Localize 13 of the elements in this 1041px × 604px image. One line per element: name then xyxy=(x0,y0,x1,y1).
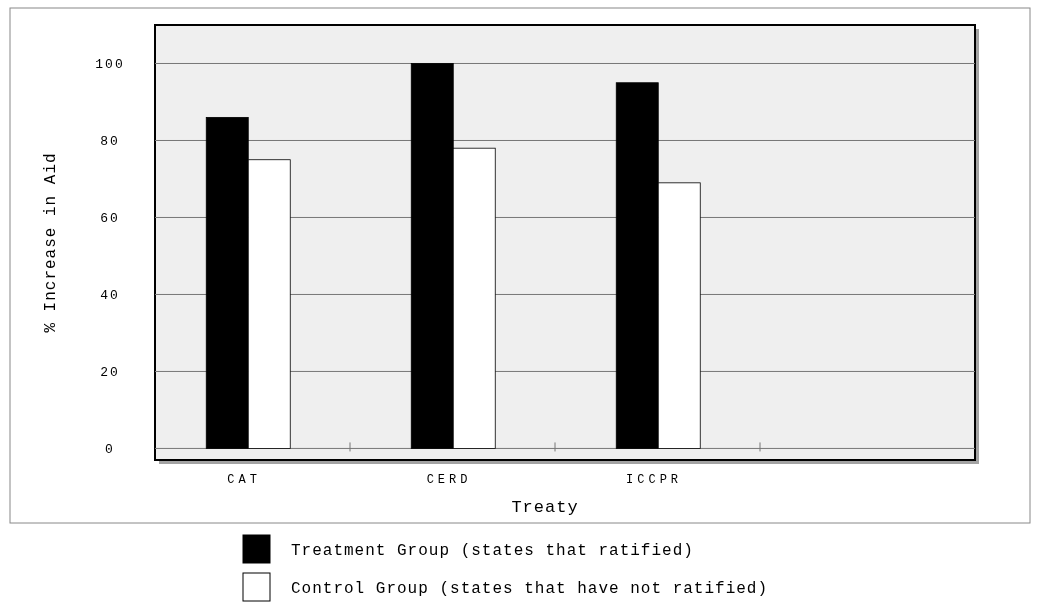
y-tick-label: 60 xyxy=(100,211,120,227)
y-axis-title: % Increase in Aid xyxy=(42,152,60,333)
x-tick-label: CAT xyxy=(227,473,261,487)
y-tick-label: 20 xyxy=(100,365,120,381)
legend-label: Treatment Group (states that ratified) xyxy=(291,542,694,560)
y-tick-label: 40 xyxy=(100,288,120,304)
y-tick-label: 80 xyxy=(100,134,120,150)
legend-label: Control Group (states that have not ratified) xyxy=(291,580,769,598)
x-tick-label: CERD xyxy=(426,473,472,487)
y-tick-label: 0 xyxy=(105,442,115,457)
x-axis-title: Treaty xyxy=(511,498,579,517)
x-tick-label: ICCPR xyxy=(626,473,683,487)
y-tick-label: 100 xyxy=(95,57,125,73)
